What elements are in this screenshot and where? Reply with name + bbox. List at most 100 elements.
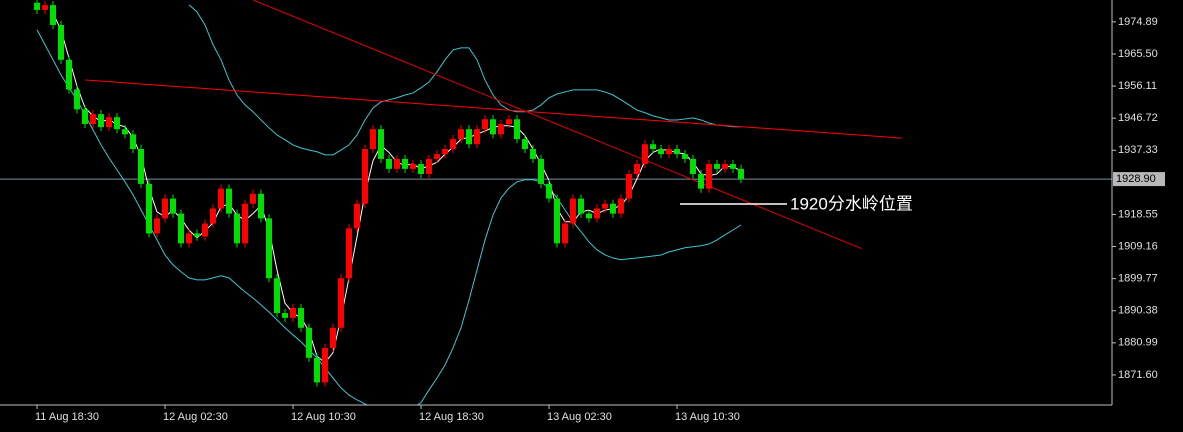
candle-body [698, 173, 704, 189]
indicator-line [188, 4, 741, 156]
candle-body [250, 193, 256, 204]
candle-body [498, 124, 504, 135]
candle-body [258, 193, 264, 219]
candle-body [170, 198, 176, 214]
y-tick-label: 1890.38 [1118, 305, 1158, 317]
candle-body [114, 117, 120, 130]
candle-body [738, 168, 744, 180]
candle-body [410, 164, 416, 169]
candle-body [34, 2, 40, 10]
indicator-line [36, 29, 742, 405]
candle-body [530, 149, 536, 159]
candle-body [266, 218, 272, 279]
candle-body [402, 158, 408, 169]
candle-body [186, 233, 192, 244]
candle-body [138, 149, 144, 184]
candle-body [178, 213, 184, 244]
bid-box [1113, 172, 1165, 187]
candle-body [490, 119, 496, 135]
candle-body [314, 357, 320, 383]
trendline [84, 79, 902, 139]
candle-body [82, 109, 88, 125]
y-tick-label: 1909.16 [1118, 240, 1158, 252]
candle-body [106, 117, 112, 128]
candle-body [378, 129, 384, 159]
candle-body [226, 188, 232, 214]
y-tick-label: 1918.55 [1118, 208, 1158, 220]
y-tick-label: 1880.99 [1118, 337, 1158, 349]
y-tick-label: 1965.50 [1118, 48, 1158, 60]
candle-body [74, 89, 80, 110]
y-tick-label: 1871.60 [1118, 369, 1158, 381]
candle-body [626, 173, 632, 199]
trendline [252, 0, 862, 249]
candle-body [122, 129, 128, 135]
candle-body [682, 154, 688, 159]
candle-body [90, 114, 96, 125]
candle-body [234, 213, 240, 244]
plot-area [0, 0, 1112, 405]
y-tick-label: 1946.72 [1118, 112, 1158, 124]
x-tick-label: 12 Aug 18:30 [419, 411, 484, 423]
candle-body [562, 223, 568, 244]
candle-body [346, 228, 352, 279]
x-tick-label: 13 Aug 02:30 [547, 411, 612, 423]
y-tick-label: 1974.89 [1118, 16, 1158, 28]
candle-body [202, 223, 208, 237]
candle-body [418, 164, 424, 174]
candle-body [218, 188, 224, 209]
annotation: 1920分水岭位置 [790, 194, 913, 213]
candle-body [386, 158, 392, 169]
candle-body [714, 164, 720, 169]
candle-body [298, 307, 304, 328]
candle-body [58, 24, 64, 60]
x-tick-label: 12 Aug 10:30 [291, 411, 356, 423]
candle-body [434, 154, 440, 159]
candle-body [650, 144, 656, 150]
candle-body [274, 278, 280, 314]
candle-body [154, 218, 160, 234]
candle-body [594, 208, 600, 219]
candle-body [722, 164, 728, 169]
candle-body [338, 278, 344, 328]
candle-body [602, 203, 608, 209]
candle-body [674, 149, 680, 155]
candle-body [610, 203, 616, 214]
x-tick-label: 12 Aug 02:30 [163, 411, 228, 423]
candle-body [538, 158, 544, 184]
candle-body [706, 164, 712, 189]
candle-body [210, 208, 216, 224]
candle-body [354, 203, 360, 229]
candle-body [162, 198, 168, 219]
candle-body [466, 129, 472, 145]
x-tick-label: 13 Aug 10:30 [675, 411, 740, 423]
candle-body [370, 129, 376, 150]
candle-body [578, 198, 584, 214]
candle-body [634, 164, 640, 174]
candle-body [458, 129, 464, 140]
candle-body [666, 149, 672, 155]
y-tick-label: 1899.77 [1118, 273, 1158, 285]
candle-body [394, 158, 400, 169]
candle-body [322, 347, 328, 383]
candle-body [50, 5, 56, 25]
candle-body [618, 198, 624, 214]
candle-body [130, 134, 136, 150]
candle-body [522, 139, 528, 150]
candle-body [442, 149, 448, 155]
candle-body [642, 144, 648, 165]
candle-body [330, 327, 336, 348]
candle-body [362, 149, 368, 204]
y-tick-label: 1937.33 [1118, 144, 1158, 156]
candle-body [658, 149, 664, 155]
bid-label: 1928.90 [1116, 173, 1156, 185]
candle-body [546, 183, 552, 199]
candle-body [450, 139, 456, 150]
candle-body [506, 119, 512, 125]
candle-body [514, 119, 520, 140]
candle-body [146, 183, 152, 234]
candle-body [194, 233, 200, 237]
candle-body [690, 158, 696, 174]
